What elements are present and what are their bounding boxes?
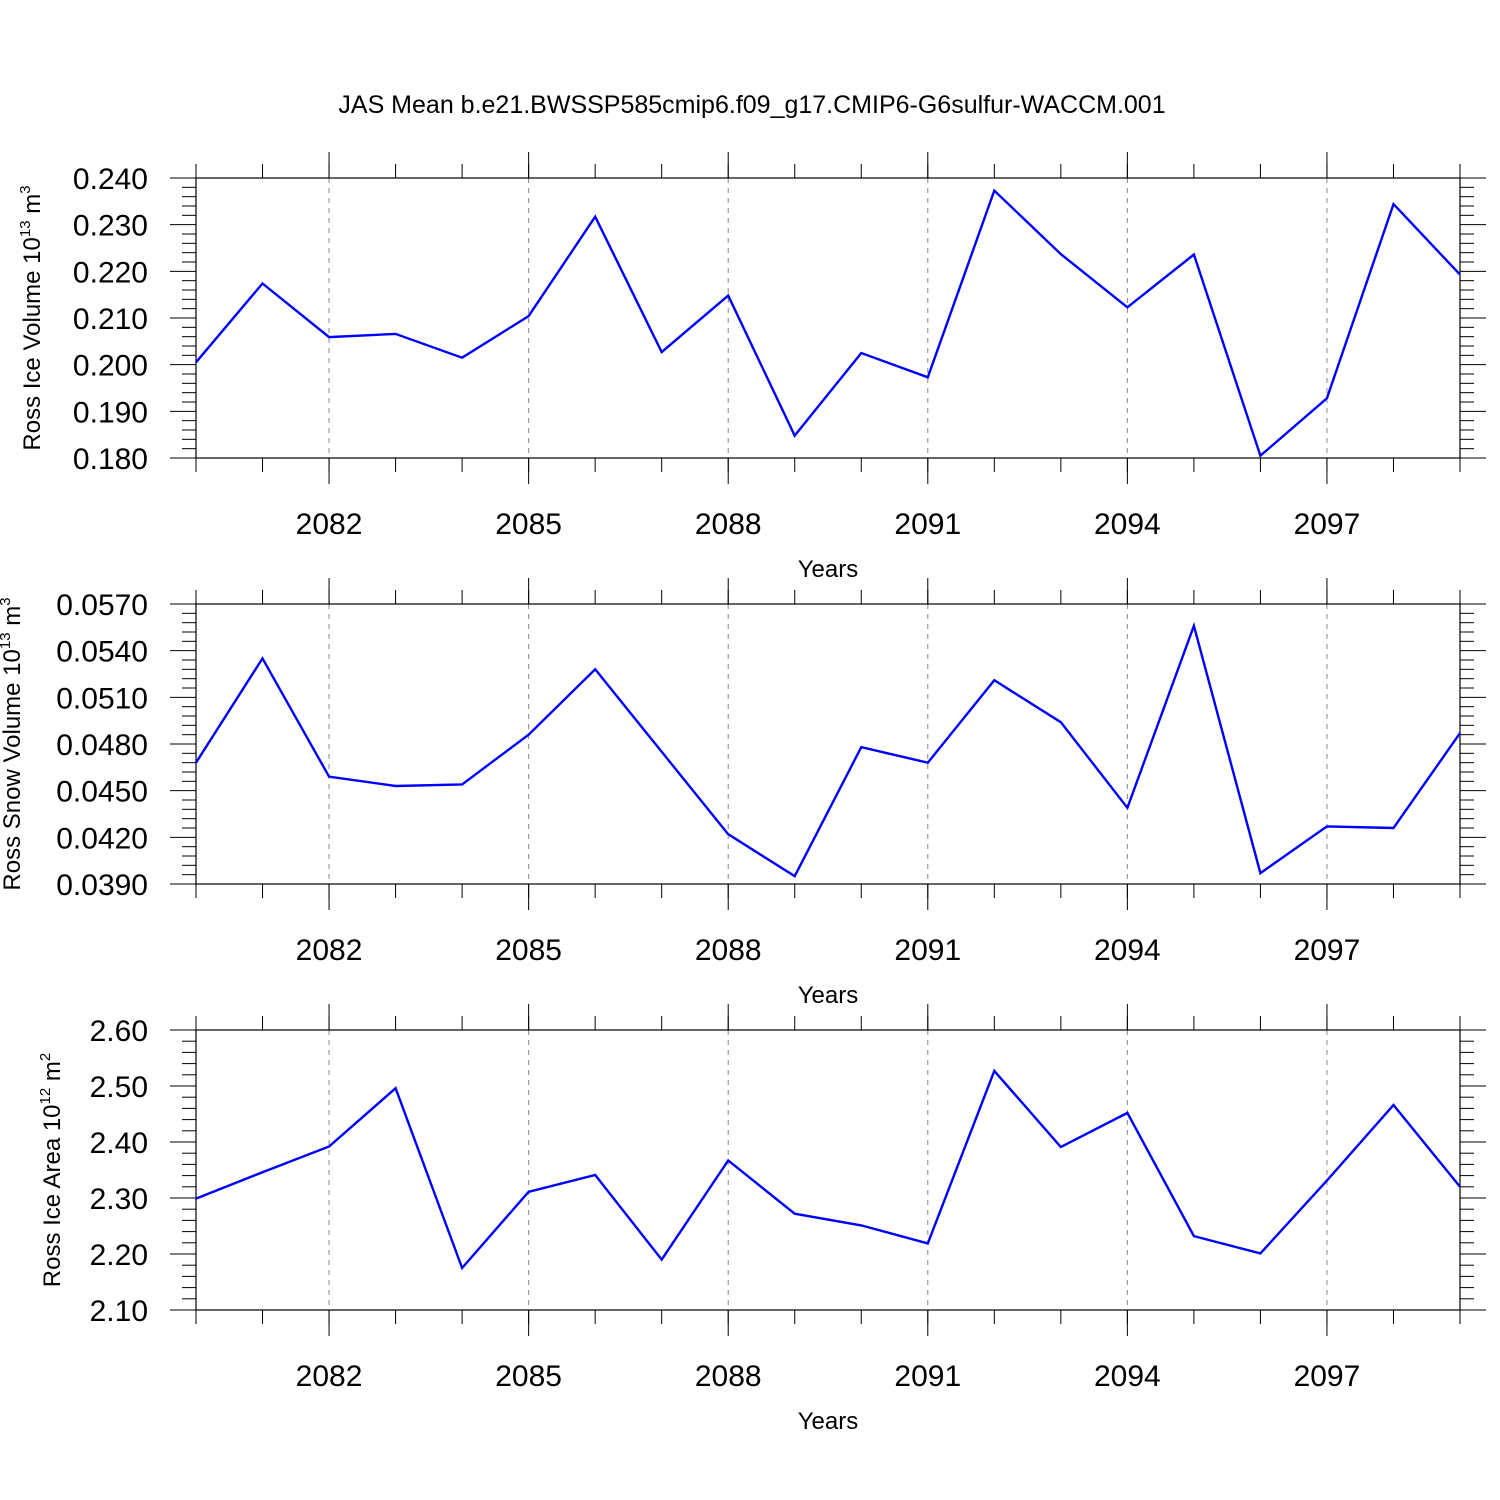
x-tick-label: 2091 [894, 934, 961, 967]
y-tick-label: 0.0570 [56, 589, 148, 622]
y-axis-title: Ross Snow Volume 1013 m3 [0, 597, 26, 890]
x-tick-label: 2085 [495, 934, 562, 967]
y-tick-label: 2.30 [90, 1183, 148, 1216]
y-tick-label: 0.0510 [56, 682, 148, 715]
x-tick-label: 2091 [894, 1360, 961, 1393]
chart-panel-3: 2.10 2.20 2.30 2.40 2.50 2.60 2082 2085 2088 2091… [37, 1004, 1486, 1435]
plot-frame [195, 603, 1461, 885]
y-tick-label: 0.0420 [56, 822, 148, 855]
y-tick-label: 0.220 [73, 256, 148, 289]
y-tick-label: 0.230 [73, 210, 148, 243]
x-tick-label: 2082 [296, 508, 363, 541]
x-tick-label: 2097 [1294, 508, 1361, 541]
x-tick-label: 2088 [695, 508, 762, 541]
x-axis-title: Years [798, 556, 859, 583]
y-tick-label: 0.190 [73, 396, 148, 429]
data-line [195, 188, 1461, 458]
x-tick-label: 2085 [495, 508, 562, 541]
data-line [194, 621, 1461, 878]
x-tick-label: 2094 [1094, 1360, 1161, 1393]
x-tick-label: 2097 [1294, 934, 1361, 967]
y-tick-label: 2.50 [90, 1071, 148, 1104]
x-tick-label: 2097 [1294, 1360, 1361, 1393]
x-axis-title: Years [798, 982, 859, 1009]
x-tick-label: 2088 [695, 1360, 762, 1393]
y-tick-label: 0.0450 [56, 776, 148, 809]
chart-panel-1: 0.180 0.190 0.200 0.210 0.220 0.230 0.240 2082 2… [17, 152, 1486, 583]
x-tick-label: 2082 [296, 1360, 363, 1393]
y-tick-label: 0.240 [73, 163, 148, 196]
data-line [195, 1068, 1461, 1271]
y-tick-label: 2.60 [90, 1015, 148, 1048]
y-tick-label: 2.40 [90, 1127, 148, 1160]
x-tick-label: 2082 [296, 934, 363, 967]
x-tick-label: 2088 [695, 934, 762, 967]
x-tick-label: 2091 [894, 508, 961, 541]
x-tick-label: 2085 [495, 1360, 562, 1393]
chart-panel-2: 0.0390 0.0420 0.0450 0.0480 0.0510 0.0540 0.05… [0, 578, 1486, 1009]
y-tick-label: 0.180 [73, 443, 148, 476]
x-axis-title: Years [798, 1408, 859, 1435]
x-tick-label: 2094 [1094, 934, 1161, 967]
y-tick-label: 0.0540 [56, 636, 148, 669]
y-tick-label: 2.10 [90, 1295, 148, 1328]
y-axis-title: Ross Ice Volume 1013 m3 [17, 185, 46, 450]
y-axis-title: Ross Ice Area 1012 m2 [37, 1053, 66, 1287]
y-tick-label: 0.210 [73, 303, 148, 336]
plot-frame [195, 177, 1461, 459]
plot-frame [195, 1029, 1461, 1311]
figure-title: JAS Mean b.e21.BWSSP585cmip6.f09_g17.CMI… [338, 91, 1165, 119]
y-tick-label: 0.0390 [56, 869, 148, 902]
y-tick-label: 0.0480 [56, 729, 148, 762]
x-tick-label: 2094 [1094, 508, 1161, 541]
y-tick-label: 0.200 [73, 350, 148, 383]
y-tick-label: 2.20 [90, 1239, 148, 1272]
